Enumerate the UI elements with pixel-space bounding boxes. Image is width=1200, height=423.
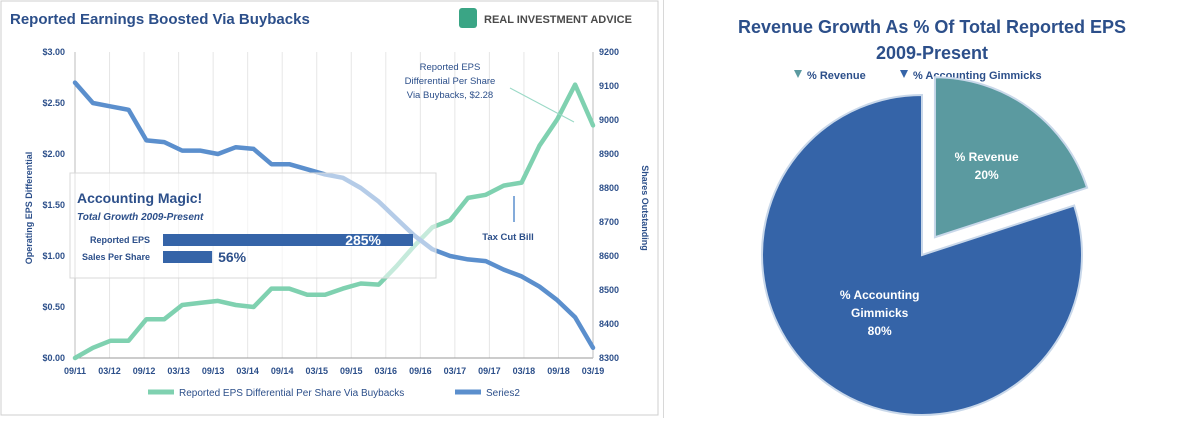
pie-legend-label: % Revenue [807,70,866,82]
y2-tick-label: 8900 [599,149,619,159]
annotation-bar [163,251,213,263]
annotation-bar [163,234,413,246]
pie-chart: Revenue Growth As % Of Total Reported EP… [738,17,1126,416]
y-tick-label: $3.00 [42,47,65,57]
x-tick-label: 09/14 [271,366,294,376]
pie-slice-value: 20% [975,168,999,182]
pie-slice-label: Gimmicks [851,306,909,320]
x-tick-label: 09/11 [64,366,86,376]
buyback-chart-panel: Reported Earnings Boosted Via Buybacks R… [0,0,659,416]
annotation-box-subtitle: Total Growth 2009-Present [77,212,204,223]
legend-swatch [900,70,908,78]
pie-slice-label: % Accounting [840,288,920,302]
annotation-bar-value: 56% [218,249,247,265]
y2-tick-label: 8400 [599,319,619,329]
x-tick-label: 03/16 [375,366,398,376]
x-tick-label: 09/13 [202,366,225,376]
y2-tick-label: 8500 [599,285,619,295]
chart-title: Reported Earnings Boosted Via Buybacks [10,11,310,28]
y-tick-label: $2.50 [42,98,65,108]
y-tick-label: $0.50 [42,302,65,312]
pie-slice-value: 80% [868,324,892,338]
eps-differential-line [72,82,596,361]
legend-label-shares: Series2 [486,388,520,399]
y-tick-label: $2.00 [42,149,65,159]
x-tick-label: 03/18 [513,366,536,376]
x-tick-label: 03/14 [236,366,259,376]
y2-tick-label: 8300 [599,353,619,363]
y2-tick-label: 8600 [599,251,619,261]
x-tick-label: 03/13 [167,366,190,376]
y2-tick-label: 9000 [599,115,619,125]
callout-text: Via Buybacks, $2.28 [407,90,493,101]
logo: REAL INVESTMENT ADVICE [459,8,632,28]
y2-tick-label: 8700 [599,217,619,227]
callout-text: Differential Per Share [405,76,496,87]
x-tick-label: 09/18 [547,366,570,376]
callout-leader-line [509,87,575,123]
annotation-bar-label: Sales Per Share [82,252,150,262]
annotation-bar-label: Reported EPS [90,235,150,245]
pie-title: Revenue Growth As % Of Total Reported EP… [738,17,1126,37]
y2-axis-label: Shares Outstanding [640,165,650,251]
y2-tick-label: 8800 [599,183,619,193]
pie-slice-label: % Revenue [955,150,1019,164]
logo-shield-icon [459,8,477,28]
tax-cut-label: Tax Cut Bill [482,232,534,243]
callout-text: Reported EPS [420,62,481,73]
annotation-bar-value: 285% [345,232,381,248]
x-tick-label: 09/12 [133,366,156,376]
annotation-box [69,172,437,279]
y-tick-label: $0.00 [42,353,65,363]
pie-subtitle: 2009-Present [876,43,988,63]
x-tick-label: 03/15 [305,366,328,376]
legend-label-eps: Reported EPS Differential Per Share Via … [179,388,404,399]
x-tick-label: 03/19 [582,366,605,376]
legend-swatch [794,70,802,78]
x-tick-label: 03/17 [444,366,467,376]
x-tick-label: 09/15 [340,366,363,376]
x-tick-label: 09/17 [478,366,501,376]
x-tick-label: 09/16 [409,366,432,376]
y2-tick-label: 9100 [599,81,619,91]
y-axis-label: Operating EPS Differential [24,152,34,265]
y-tick-label: $1.00 [42,251,65,261]
pie-slice-revenue [933,76,1089,239]
x-tick-label: 03/12 [98,366,121,376]
pie-legend-label: % Accounting Gimmicks [913,70,1042,82]
pie-slice-gimmicks [761,93,1083,416]
y-tick-label: $1.50 [42,200,65,210]
pie-chart-panel: Revenue Growth As % Of Total Reported EP… [663,0,1200,418]
logo-text: REAL INVESTMENT ADVICE [484,14,632,26]
buyback-chart: Reported Earnings Boosted Via Buybacks R… [0,0,659,416]
y2-tick-label: 9200 [599,47,619,57]
annotation-box-title: Accounting Magic! [77,190,202,206]
